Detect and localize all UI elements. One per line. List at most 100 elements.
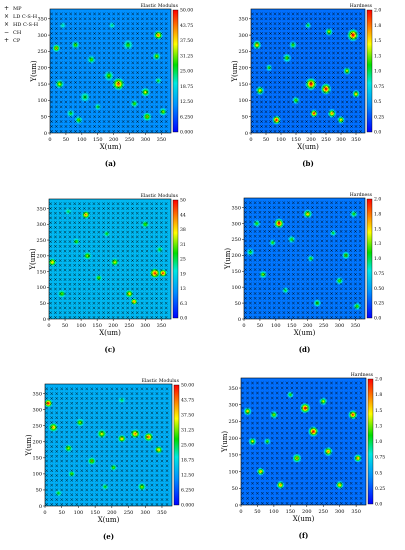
- indent-marker: [145, 71, 149, 75]
- indent-marker: [290, 441, 294, 445]
- indent-marker: [78, 259, 81, 263]
- indent-marker: [102, 41, 106, 45]
- indent-marker: [102, 211, 106, 215]
- indent-marker: [263, 258, 267, 262]
- indent-marker: [126, 95, 130, 99]
- indent-marker: [295, 391, 299, 395]
- indent-marker: [92, 306, 96, 310]
- indent-marker: [159, 230, 163, 234]
- indent-marker: [358, 215, 362, 219]
- indent-marker: [87, 263, 91, 267]
- indent-marker: [300, 401, 304, 405]
- indent-marker: [131, 90, 135, 94]
- indent-marker: [97, 216, 101, 220]
- indent-marker: [248, 277, 252, 281]
- indent-marker: [136, 66, 140, 70]
- indent-marker: [117, 51, 120, 55]
- indent-marker: [305, 446, 309, 450]
- indent-marker: [155, 263, 159, 267]
- indent-marker: [296, 258, 300, 262]
- indent-marker: [140, 287, 144, 291]
- indent-marker: [107, 32, 111, 35]
- indent-marker: [165, 411, 169, 415]
- indent-marker: [354, 471, 358, 475]
- indent-marker: [140, 259, 144, 263]
- indent-marker: [325, 471, 328, 475]
- indent-marker: [102, 56, 106, 60]
- panel-label: (f): [299, 531, 309, 540]
- indent-marker: [314, 66, 317, 70]
- indent-marker: [359, 56, 362, 60]
- colorbar-tick-label: 0.75: [375, 455, 385, 461]
- indent-marker: [268, 215, 271, 219]
- indent-marker: [92, 207, 96, 210]
- indent-marker: [126, 230, 130, 234]
- indent-marker: [106, 315, 110, 319]
- indent-marker: [85, 478, 89, 482]
- indent-marker: [97, 12, 101, 16]
- indent-marker: [121, 129, 125, 133]
- hotspot-8: [112, 466, 115, 469]
- indent-marker: [83, 61, 87, 65]
- hotspot-5: [279, 484, 282, 486]
- indent-marker: [300, 46, 304, 50]
- indent-marker: [50, 66, 54, 70]
- indent-marker: [73, 315, 77, 319]
- indent-marker: [273, 125, 277, 128]
- indent-marker: [330, 306, 334, 310]
- indent-marker: [126, 273, 130, 277]
- indent-marker: [270, 416, 274, 420]
- indent-marker: [131, 51, 135, 55]
- indent-marker: [130, 396, 134, 400]
- indent-marker: [145, 268, 149, 272]
- indent-marker: [301, 292, 305, 295]
- indent-marker: [140, 430, 144, 434]
- indent-marker: [241, 496, 245, 500]
- indent-marker: [78, 278, 81, 281]
- indent-marker: [97, 120, 101, 124]
- indent-marker: [150, 125, 154, 128]
- indent-marker: [291, 225, 295, 229]
- indent-marker: [160, 502, 164, 506]
- indent-marker: [159, 287, 163, 291]
- indent-marker: [97, 230, 101, 234]
- indent-marker: [87, 216, 91, 220]
- indent-marker: [73, 221, 77, 225]
- indent-marker: [287, 41, 290, 45]
- indent-marker: [315, 258, 319, 262]
- indent-marker: [359, 436, 363, 440]
- indent-marker: [287, 282, 291, 286]
- indent-marker: [87, 221, 91, 225]
- indent-marker: [55, 493, 59, 497]
- indent-marker: [270, 386, 274, 390]
- indent-marker: [251, 441, 254, 445]
- indent-marker: [150, 90, 154, 94]
- indent-marker: [291, 258, 295, 262]
- indent-marker: [68, 278, 72, 281]
- indent-marker: [135, 478, 139, 482]
- indent-marker: [165, 483, 169, 487]
- indent-marker: [150, 396, 154, 400]
- colorbar-tick-label: 1.8: [375, 392, 382, 398]
- indent-marker: [309, 120, 313, 124]
- indent-marker: [116, 297, 120, 300]
- indent-marker: [305, 496, 309, 500]
- indent-marker: [155, 95, 159, 99]
- indent-marker: [126, 259, 130, 263]
- indent-marker: [58, 315, 62, 319]
- indent-marker: [117, 66, 120, 70]
- indent-marker: [106, 254, 110, 258]
- indent-marker: [358, 315, 362, 319]
- indent-marker: [359, 416, 363, 420]
- indent-marker: [49, 278, 53, 281]
- x-tick-label: 200: [302, 509, 312, 515]
- indent-marker: [359, 396, 363, 400]
- indent-marker: [263, 244, 267, 248]
- indent-marker: [112, 71, 116, 75]
- indent-marker: [358, 239, 362, 243]
- indent-marker: [291, 287, 295, 291]
- indent-marker: [285, 471, 289, 475]
- indent-marker: [60, 392, 64, 396]
- indent-marker: [264, 110, 268, 114]
- indent-marker: [244, 272, 248, 276]
